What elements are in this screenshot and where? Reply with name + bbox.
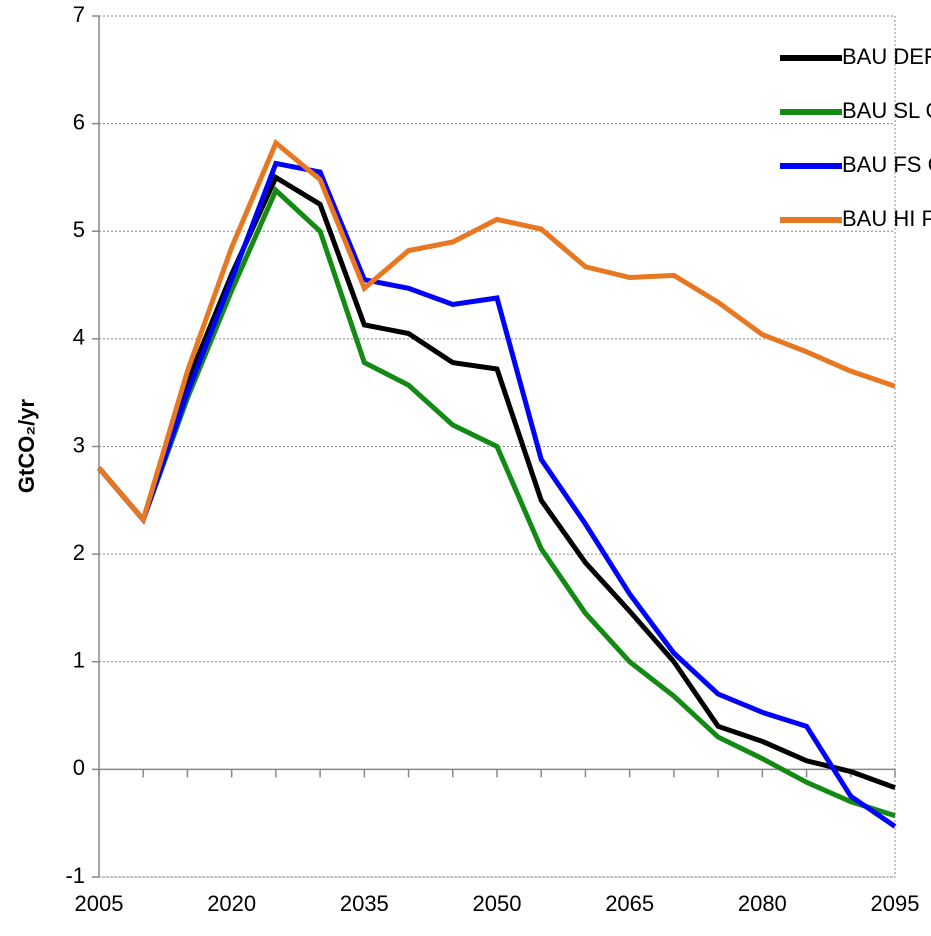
y-tick-label: 4 (73, 325, 85, 350)
y-tick-label: 3 (73, 432, 85, 457)
line-series (97, 173, 896, 791)
x-tick-label: 2095 (871, 891, 920, 916)
y-tick-label: 1 (73, 648, 85, 673)
y-tick-label: 2 (73, 540, 85, 565)
legend-label: BAU DEF (842, 44, 931, 69)
y-tick-label: 7 (73, 2, 85, 27)
x-tick-label: 2080 (738, 891, 787, 916)
line-series (97, 186, 896, 819)
line-series (97, 138, 896, 525)
legend-label: BAU FS Gr (842, 152, 931, 177)
x-tick-label: 2035 (340, 891, 389, 916)
x-tick-label: 2005 (75, 891, 124, 916)
y-tick-label: -1 (65, 863, 85, 888)
y-tick-label: 6 (73, 109, 85, 134)
x-tick-label: 2020 (207, 891, 256, 916)
x-tick-label: 2065 (605, 891, 654, 916)
y-tick-label: 5 (73, 217, 85, 242)
y-tick-label: 0 (73, 755, 85, 780)
y-axis-label: GtCO₂/yr (14, 399, 39, 494)
legend-label: BAU HI Pop (842, 206, 931, 231)
legend-label: BAU SL Gr (842, 98, 931, 123)
x-tick-label: 2050 (473, 891, 522, 916)
line-series (97, 160, 897, 829)
